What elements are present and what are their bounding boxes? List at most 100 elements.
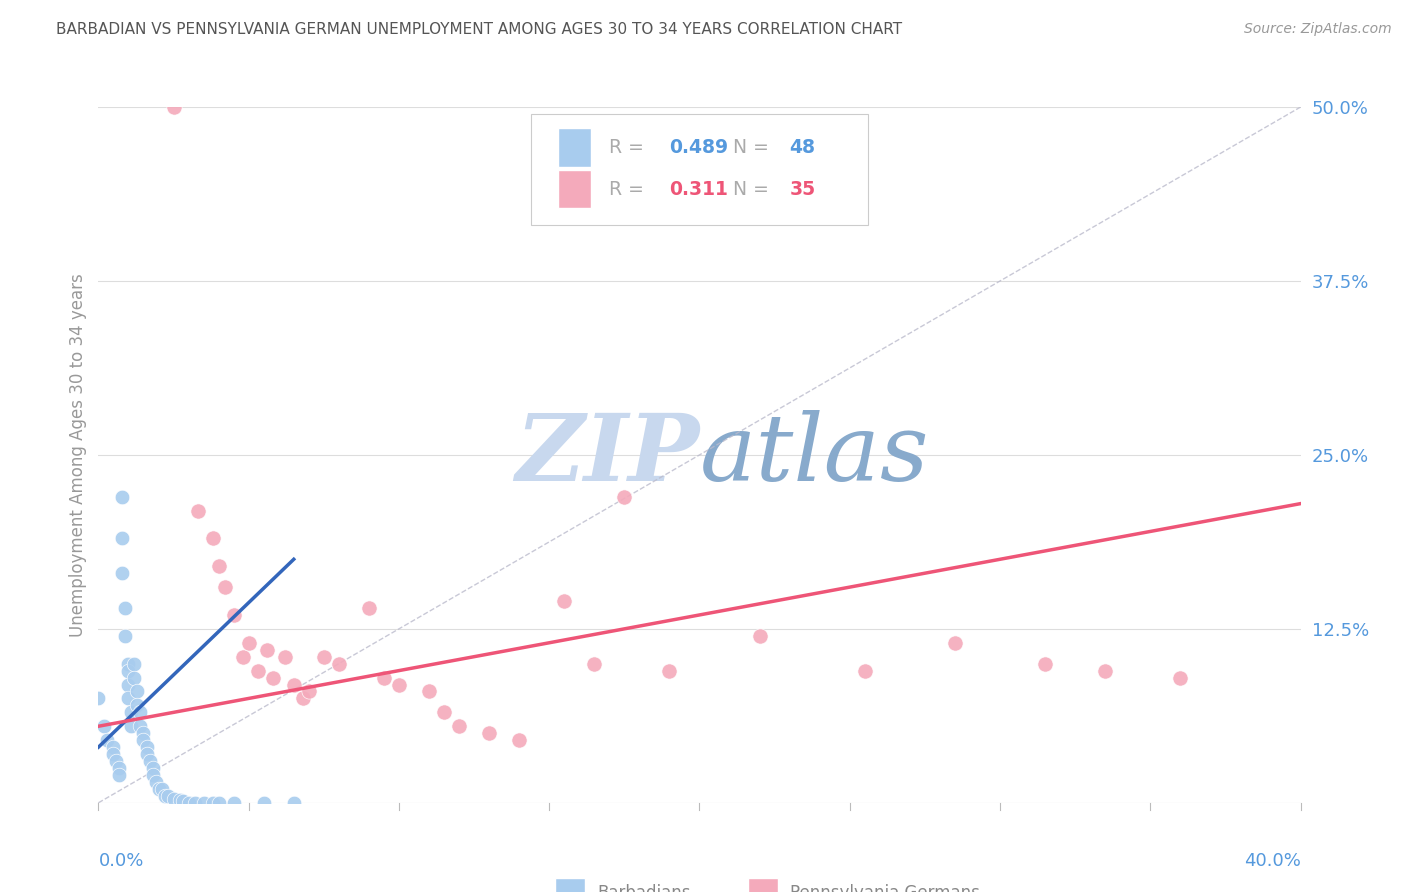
Point bbox=[129, 719, 152, 733]
FancyBboxPatch shape bbox=[558, 128, 592, 167]
Point bbox=[583, 657, 606, 671]
Point bbox=[127, 684, 149, 698]
Point bbox=[238, 636, 260, 650]
Point bbox=[183, 796, 205, 810]
Text: atlas: atlas bbox=[699, 410, 929, 500]
Point bbox=[388, 677, 411, 691]
Point bbox=[108, 761, 131, 775]
Point bbox=[132, 726, 155, 740]
Point bbox=[853, 664, 876, 678]
Point bbox=[169, 793, 191, 807]
Point bbox=[172, 794, 194, 808]
Point bbox=[201, 796, 224, 810]
Text: N =: N = bbox=[721, 179, 775, 199]
Point bbox=[114, 601, 136, 615]
Point bbox=[222, 607, 245, 622]
Point bbox=[156, 789, 179, 803]
Point bbox=[105, 754, 128, 768]
Point bbox=[222, 796, 245, 810]
Point bbox=[138, 754, 160, 768]
Point bbox=[129, 706, 152, 720]
Point bbox=[135, 747, 157, 761]
Point bbox=[111, 490, 134, 504]
Point bbox=[256, 642, 278, 657]
Point bbox=[96, 733, 118, 747]
Point bbox=[208, 796, 231, 810]
Point bbox=[208, 559, 231, 574]
Point bbox=[117, 664, 139, 678]
Point bbox=[117, 691, 139, 706]
Text: Source: ZipAtlas.com: Source: ZipAtlas.com bbox=[1244, 22, 1392, 37]
Point bbox=[193, 796, 215, 810]
Point bbox=[103, 740, 125, 755]
Text: 40.0%: 40.0% bbox=[1244, 852, 1301, 870]
Point bbox=[328, 657, 350, 671]
Point bbox=[87, 691, 110, 706]
Text: R =: R = bbox=[609, 179, 657, 199]
Point bbox=[145, 775, 167, 789]
Point bbox=[312, 649, 335, 664]
Point bbox=[117, 657, 139, 671]
Point bbox=[283, 796, 305, 810]
Point bbox=[262, 671, 284, 685]
FancyBboxPatch shape bbox=[748, 878, 778, 892]
Point bbox=[108, 768, 131, 782]
Text: N =: N = bbox=[721, 138, 775, 157]
Point bbox=[111, 566, 134, 581]
Point bbox=[274, 649, 297, 664]
Point bbox=[214, 580, 236, 594]
Text: 48: 48 bbox=[790, 138, 815, 157]
Point bbox=[162, 791, 184, 805]
FancyBboxPatch shape bbox=[531, 114, 868, 226]
Point bbox=[478, 726, 501, 740]
Point bbox=[114, 629, 136, 643]
Point bbox=[124, 657, 146, 671]
FancyBboxPatch shape bbox=[558, 170, 592, 208]
Text: BARBADIAN VS PENNSYLVANIA GERMAN UNEMPLOYMENT AMONG AGES 30 TO 34 YEARS CORRELAT: BARBADIAN VS PENNSYLVANIA GERMAN UNEMPLO… bbox=[56, 22, 903, 37]
Point bbox=[433, 706, 456, 720]
Point bbox=[658, 664, 681, 678]
Point bbox=[613, 490, 636, 504]
Text: 35: 35 bbox=[790, 179, 815, 199]
Point bbox=[232, 649, 254, 664]
Point bbox=[1094, 664, 1116, 678]
Point bbox=[357, 601, 380, 615]
Point bbox=[553, 594, 575, 608]
Text: 0.311: 0.311 bbox=[669, 179, 728, 199]
Point bbox=[298, 684, 321, 698]
Point bbox=[418, 684, 440, 698]
Point bbox=[943, 636, 966, 650]
Point bbox=[141, 761, 163, 775]
Text: 0.489: 0.489 bbox=[669, 138, 728, 157]
Text: Barbadians: Barbadians bbox=[598, 884, 690, 892]
Point bbox=[508, 733, 530, 747]
Point bbox=[447, 719, 470, 733]
Point bbox=[373, 671, 395, 685]
Point bbox=[253, 796, 276, 810]
Point bbox=[124, 671, 146, 685]
Point bbox=[177, 796, 200, 810]
Point bbox=[291, 691, 314, 706]
Text: ZIP: ZIP bbox=[515, 410, 699, 500]
Point bbox=[141, 768, 163, 782]
Point bbox=[135, 740, 157, 755]
Point bbox=[283, 677, 305, 691]
Point bbox=[121, 706, 143, 720]
Point bbox=[150, 781, 173, 796]
FancyBboxPatch shape bbox=[555, 878, 585, 892]
Point bbox=[117, 677, 139, 691]
Point bbox=[1033, 657, 1056, 671]
Point bbox=[748, 629, 770, 643]
Point bbox=[132, 733, 155, 747]
Text: 0.0%: 0.0% bbox=[98, 852, 143, 870]
Point bbox=[187, 503, 209, 517]
Point bbox=[111, 532, 134, 546]
Point bbox=[148, 781, 170, 796]
Point bbox=[93, 719, 115, 733]
Point bbox=[153, 789, 176, 803]
Text: Pennsylvania Germans: Pennsylvania Germans bbox=[790, 884, 980, 892]
Point bbox=[201, 532, 224, 546]
Point bbox=[246, 664, 269, 678]
Point bbox=[1170, 671, 1192, 685]
Point bbox=[127, 698, 149, 713]
